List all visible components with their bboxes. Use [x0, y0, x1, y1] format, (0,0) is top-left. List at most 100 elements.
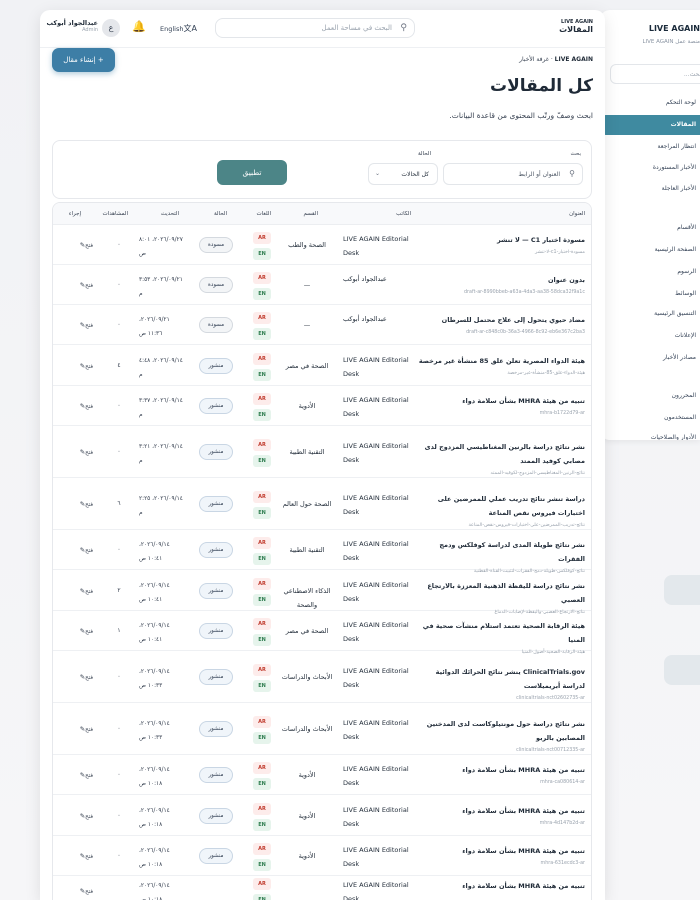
sidebar-item[interactable]: مصادر الأخبار: [662, 354, 696, 361]
article-title-link[interactable]: هيئة الدواء المصرية تعلن غلق 85 منشأة غي…: [418, 356, 585, 365]
sidebar-item[interactable]: المستخدمون: [664, 414, 696, 421]
article-title-link[interactable]: بدون عنوان: [548, 276, 585, 284]
status-select[interactable]: كل الحالات ⌄: [368, 163, 438, 185]
edit-icon: ✎: [79, 546, 86, 554]
status-cell: منشور: [199, 542, 233, 558]
open-button[interactable]: فتح✎: [65, 546, 93, 554]
open-button[interactable]: فتح✎: [65, 771, 93, 779]
breadcrumb-root[interactable]: LIVE AGAIN: [554, 56, 593, 63]
open-button[interactable]: فتح✎: [65, 241, 93, 249]
title-or-url-search-input[interactable]: ⚲ العنوان أو الرابط: [443, 163, 583, 185]
filter-panel: بحث الحالة ⚲ العنوان أو الرابط كل الحالا…: [52, 140, 592, 199]
author-cell: عبدالجواد أبوكب: [343, 275, 387, 283]
section-cell: الأدوية: [298, 402, 316, 410]
author-cell: LIVE AGAIN Editorial Desk: [343, 235, 409, 257]
lang-ar-badge: AR: [253, 664, 271, 676]
open-button[interactable]: فتح✎: [65, 725, 93, 733]
language-toggle[interactable]: English文A: [160, 23, 200, 34]
user-info[interactable]: عبدالجواد أبوكب Admin: [46, 19, 98, 33]
open-button[interactable]: فتح✎: [65, 321, 93, 329]
search-icon: ⚲: [400, 23, 407, 33]
open-button[interactable]: فتح✎: [65, 500, 93, 508]
sidebar-item[interactable]: المحررون: [671, 392, 696, 399]
sidebar: LIVE AGAIN منصة عمل LIVE AGAIN بحث... لو…: [600, 10, 700, 440]
section-cell: الأدوية: [298, 811, 316, 820]
background-panel: [664, 575, 700, 605]
open-label: فتح: [85, 675, 93, 681]
languages-cell: AR EN: [253, 272, 271, 304]
sidebar-item[interactable]: الأخبار المستوردة: [652, 164, 696, 171]
open-button[interactable]: فتح✎: [65, 627, 93, 635]
views-cell: ٠: [117, 673, 121, 680]
section-cell: الصحة في مصر: [285, 361, 329, 370]
article-title-link[interactable]: نشر نتائج دراسة حول مونتيلوكاست لدى المد…: [426, 720, 585, 742]
sidebar-item[interactable]: المقالات: [600, 115, 700, 135]
open-button[interactable]: فتح✎: [65, 402, 93, 410]
sidebar-item[interactable]: الصفحة الرئيسية: [654, 246, 696, 253]
table-row: مسودة اختبار C1 — لا تنشر لا-تنشر-c1-مسود…: [53, 225, 591, 265]
sidebar-item[interactable]: الوسائط: [675, 290, 696, 297]
section-cell: —: [303, 281, 311, 289]
sidebar-search-input[interactable]: بحث...: [610, 64, 700, 84]
status-cell: منشور: [199, 807, 233, 824]
title-cell: دراسة تنشر نتائج تدريب عملي للممرضين على…: [415, 492, 585, 528]
lang-ar-badge: AR: [253, 762, 271, 774]
status-badge: منشور: [199, 623, 233, 639]
languages-cell: AR EN: [253, 393, 271, 425]
article-title-link[interactable]: دراسة تنشر نتائج تدريب عملي للممرضين على…: [437, 495, 585, 517]
sidebar-item[interactable]: لوحة التحكم: [665, 99, 696, 106]
avatar[interactable]: ع: [102, 19, 120, 37]
search-icon: ⚲: [569, 169, 575, 178]
updated-cell: ٢٠٢٦/٠٩/١٤، ١٠:٤١ ص: [139, 623, 170, 643]
article-title-link[interactable]: تنبيه من هيئة MHRA بشأن سلامة دواء: [462, 397, 585, 405]
article-title-link[interactable]: نشر نتائج دراسة بالرنين المغناطيسي المزد…: [424, 443, 585, 465]
article-title-link[interactable]: تنبيه من هيئة MHRA بشأن سلامة دواء: [462, 766, 585, 774]
languages-cell: AR EN: [253, 491, 271, 523]
create-article-button[interactable]: + إنشاء مقال: [52, 48, 115, 72]
brand-name: LIVE AGAIN: [561, 19, 593, 25]
article-title-link[interactable]: مضاد حيوي يتحول إلى علاج محتمل للسرطان: [441, 316, 585, 324]
article-title-link[interactable]: نشر نتائج طويلة المدى لدراسة كوفلكس ودمج…: [439, 541, 585, 563]
breadcrumb: LIVE AGAIN · غرفة الأخبار: [519, 56, 593, 63]
open-button[interactable]: فتح✎: [65, 887, 93, 895]
open-button[interactable]: فتح✎: [65, 281, 93, 289]
sidebar-item[interactable]: الأقسام: [677, 224, 696, 231]
sidebar-item[interactable]: التنسيق الرئيسية: [654, 310, 696, 317]
status-cell: منشور: [199, 398, 233, 414]
title-cell: نشر نتائج دراسة لليقظة الذهنية المعززة ب…: [415, 579, 585, 615]
article-title-link[interactable]: تنبيه من هيئة MHRA بشأن سلامة دواء: [462, 882, 585, 890]
status-badge: منشور: [199, 721, 233, 737]
table-row: دراسة تنشر نتائج تدريب عملي للممرضين على…: [53, 478, 591, 530]
open-label: فتح: [85, 854, 93, 860]
open-button[interactable]: فتح✎: [65, 852, 93, 860]
article-title-link[interactable]: هيئة الرقابة الصحية تعتمد استلام منشآت ص…: [422, 622, 585, 644]
open-button[interactable]: فتح✎: [65, 448, 93, 456]
edit-icon: ✎: [79, 852, 86, 860]
article-slug: هيئة-الرقابة-الصحية-أصول-المنيا: [521, 650, 585, 655]
languages-cell: AR EN: [253, 664, 271, 696]
open-button[interactable]: فتح✎: [65, 587, 93, 595]
languages-cell: AR EN: [253, 439, 271, 471]
sidebar-item[interactable]: الأخبار العاجلة: [661, 185, 696, 192]
article-title-link[interactable]: مسودة اختبار C1 — لا تنشر: [496, 236, 585, 244]
table-header: العنوان الكاتب القسم اللغات الحالة التحد…: [53, 203, 591, 225]
open-button[interactable]: فتح✎: [65, 673, 93, 681]
article-title-link[interactable]: نشر نتائج دراسة لليقظة الذهنية المعززة ب…: [427, 581, 585, 604]
views-cell: ١: [117, 627, 121, 634]
open-button[interactable]: فتح✎: [65, 812, 93, 820]
sidebar-item[interactable]: الرسوم: [677, 268, 696, 275]
article-title-link[interactable]: ClinicalTrials.gov ينشر نتائج الحرائك ال…: [435, 668, 585, 690]
title-cell: نشر نتائج طويلة المدى لدراسة كوفلكس ودمج…: [415, 538, 585, 574]
article-title-link[interactable]: تنبيه من هيئة MHRA بشأن سلامة دواء: [462, 806, 585, 815]
notifications-bell-icon[interactable]: 🔔: [132, 20, 146, 33]
article-slug: نتائج-الرنين-المغناطيسي-المزدوج-لكوفيد-ا…: [490, 471, 585, 476]
sidebar-item[interactable]: انتظار المراجعة: [657, 143, 696, 150]
apply-filter-button[interactable]: تطبيق: [217, 160, 287, 185]
article-title-link[interactable]: تنبيه من هيئة MHRA بشأن سلامة دواء: [462, 847, 585, 855]
sidebar-item[interactable]: الإعلانات: [674, 332, 696, 339]
section-cell: الصحة والطب: [288, 241, 326, 249]
lang-ar-badge: AR: [253, 312, 271, 324]
sidebar-item[interactable]: الأدوار والصلاحيات: [650, 434, 696, 440]
workspace-search-input[interactable]: ⚲ البحث في مساحة العمل: [215, 18, 415, 38]
open-button[interactable]: فتح✎: [65, 362, 93, 370]
